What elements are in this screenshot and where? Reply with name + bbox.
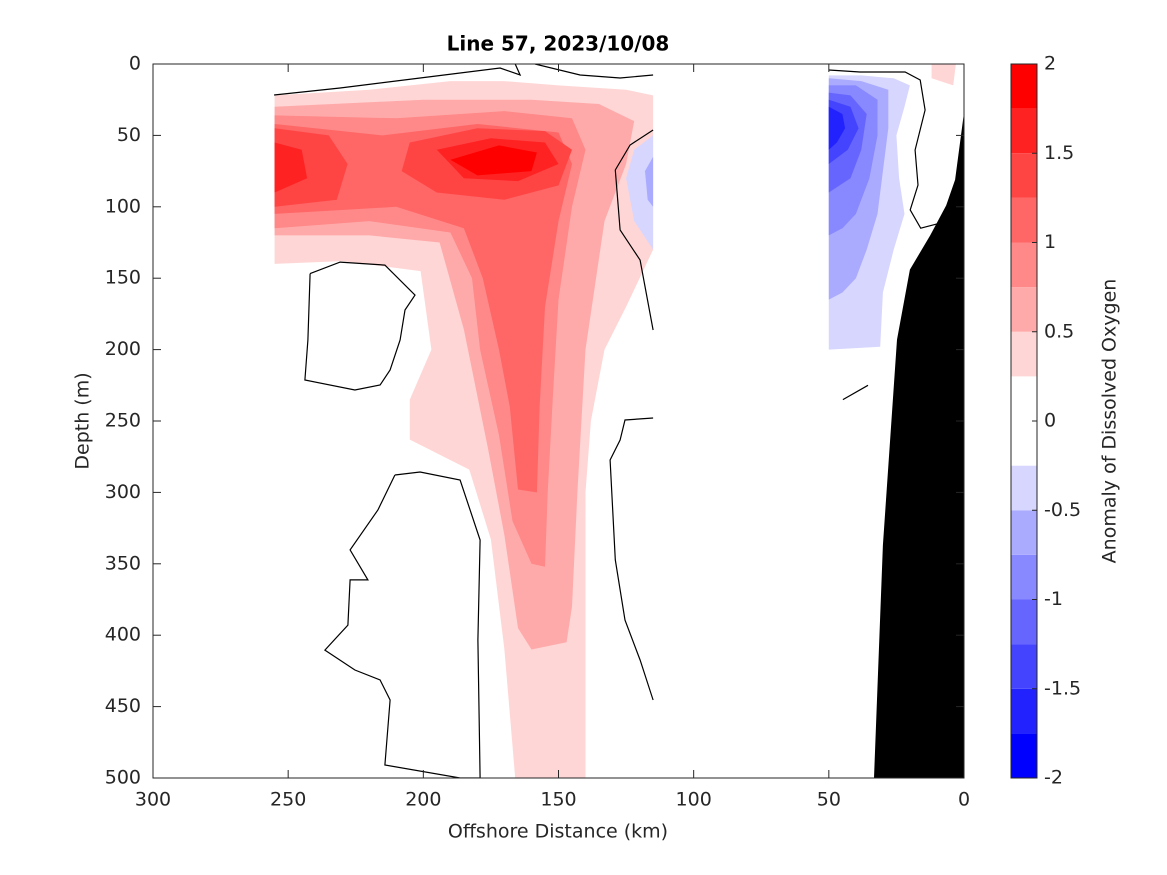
- y-tick-label: 500: [105, 767, 141, 789]
- y-tick-label: 150: [105, 267, 141, 289]
- contour-line: [828, 69, 938, 229]
- contour-line: [323, 471, 481, 778]
- colorbar-tick-label: 1.5: [1044, 142, 1074, 164]
- colorbar-tick-label: 0.5: [1044, 320, 1074, 342]
- colorbar-band: [1011, 554, 1037, 600]
- colorbar-band: [1011, 153, 1037, 198]
- colorbar-band: [1011, 331, 1037, 377]
- x-axis-label: Offshore Distance (km): [448, 821, 668, 843]
- sea-floor: [874, 112, 964, 778]
- x-tick-label: 100: [676, 789, 712, 811]
- y-tick-label: 200: [105, 338, 141, 360]
- colorbar-tick-label: -1.5: [1044, 677, 1081, 699]
- colorbar-band: [1011, 688, 1037, 734]
- x-tick-label: 200: [405, 789, 441, 811]
- contour-region: [645, 156, 654, 207]
- contour-region: [626, 135, 654, 250]
- colorbar-band: [1011, 644, 1037, 689]
- x-tick-label: 300: [135, 789, 171, 811]
- colorbar-band: [1011, 376, 1037, 421]
- colorbar-tick-label: 2: [1044, 53, 1056, 75]
- contour-line: [842, 384, 869, 401]
- colorbar-tick-label: -1: [1044, 588, 1063, 610]
- x-tick-label: 250: [270, 789, 306, 811]
- y-tick-label: 100: [105, 195, 141, 217]
- contour-line: [304, 261, 416, 391]
- colorbar-tick-label: 0: [1044, 410, 1056, 432]
- plot-area: [274, 64, 964, 778]
- contour-region: [274, 124, 572, 493]
- contour-line: [609, 417, 654, 701]
- chart-title: Line 57, 2023/10/08: [447, 32, 670, 56]
- y-tick-label: 400: [105, 624, 141, 646]
- contour-region: [274, 142, 308, 193]
- colorbar-band: [1011, 599, 1037, 645]
- x-tick-label: 0: [958, 789, 970, 811]
- colorbar-band: [1011, 197, 1037, 243]
- y-tick-label: 50: [117, 124, 141, 146]
- contour-line: [614, 129, 654, 331]
- contour-region: [931, 64, 956, 86]
- y-tick-label: 350: [105, 552, 141, 574]
- colorbar-band: [1011, 510, 1037, 555]
- contour-region: [450, 145, 537, 176]
- contour-region: [828, 106, 846, 150]
- contour-line: [534, 64, 654, 79]
- colorbar-tick-label: -0.5: [1044, 499, 1081, 521]
- contour-line: [274, 64, 522, 96]
- colorbar-tick-label: 1: [1044, 231, 1056, 253]
- y-axis-label: Depth (m): [72, 372, 94, 469]
- colorbar-tick-label: -2: [1044, 767, 1063, 789]
- x-tick-label: 150: [540, 789, 576, 811]
- x-tick-label: 50: [817, 789, 841, 811]
- colorbar-label: Anomaly of Dissolved Oxygen: [1099, 279, 1121, 564]
- colorbar-band: [1011, 733, 1037, 778]
- colorbar-band: [1011, 64, 1037, 109]
- y-tick-label: 250: [105, 410, 141, 432]
- y-tick-label: 300: [105, 481, 141, 503]
- colorbar-band: [1011, 421, 1037, 466]
- colorbar-band: [1011, 242, 1037, 288]
- colorbar-band: [1011, 287, 1037, 332]
- y-tick-label: 450: [105, 695, 141, 717]
- colorbar-band: [1011, 465, 1037, 511]
- colorbar-band: [1011, 108, 1037, 154]
- y-tick-label: 0: [129, 53, 141, 75]
